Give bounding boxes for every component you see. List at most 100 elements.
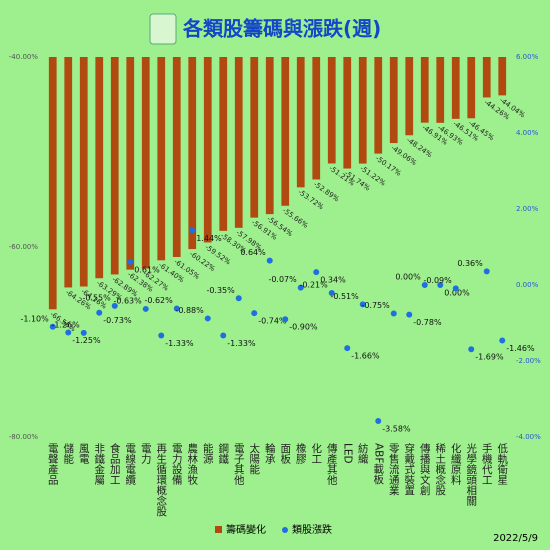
point <box>297 284 304 291</box>
x-tick-label: 再生循環概念股 <box>155 443 167 517</box>
point <box>344 345 351 352</box>
x-tick-label: 稀土概念股 <box>434 442 446 496</box>
bar <box>203 57 212 243</box>
bar <box>281 57 290 206</box>
x-tick-label: 低軌衛星 <box>496 442 508 485</box>
point-value-label: -0.78% <box>413 318 442 327</box>
y2-tick-label: -4.00% <box>516 433 541 441</box>
point <box>313 269 320 276</box>
point-value-label: 0.36% <box>457 259 483 268</box>
bar <box>141 57 150 269</box>
point-value-label: 0.61% <box>134 265 160 274</box>
point-value-label: -0.51% <box>330 292 359 301</box>
date: 2022/5/9 <box>493 533 538 544</box>
point-value-label: 1.44% <box>196 234 222 243</box>
x-tick-label: 面板 <box>279 443 291 465</box>
bar <box>436 57 445 123</box>
point-value-label: -0.09% <box>423 276 452 285</box>
bar <box>312 57 321 180</box>
x-tick-label: 傳播與文創 <box>419 442 431 496</box>
x-tick-label: 食品加工 <box>109 442 121 485</box>
point-value-label: -0.88% <box>175 306 204 315</box>
x-tick-label: 鋼鐵 <box>217 442 229 465</box>
x-tick-label: 化纖原料 <box>450 442 462 486</box>
bar <box>79 57 88 287</box>
point-value-label: -1.10% <box>20 314 49 323</box>
point-value-label: -0.73% <box>103 316 132 325</box>
point <box>111 302 118 309</box>
point-value-label: -1.25% <box>72 336 101 345</box>
logo <box>149 13 177 45</box>
x-tick-label: 化工 <box>310 442 322 464</box>
point <box>499 337 506 344</box>
point-value-label: -0.74% <box>258 317 287 326</box>
bar <box>296 57 305 188</box>
y-tick-label: -80.00% <box>9 433 39 441</box>
point <box>328 289 335 296</box>
point <box>80 329 87 336</box>
bar <box>172 57 181 257</box>
point <box>127 258 134 265</box>
x-tick-label: 傳產其他 <box>326 442 338 486</box>
point-value-label: -1.33% <box>165 339 194 348</box>
bar <box>405 57 414 136</box>
x-tick-label: 儲能 <box>62 443 74 465</box>
point-value-label: -0.55% <box>82 293 111 302</box>
x-tick-label: 手機代工 <box>481 442 493 485</box>
bar <box>482 57 491 98</box>
x-tick-label: ABF載板 <box>372 443 384 485</box>
bar <box>467 57 476 119</box>
bar <box>110 57 119 275</box>
bar <box>451 57 460 119</box>
point-value-label: 0.00% <box>395 273 421 282</box>
bar <box>343 57 352 169</box>
point <box>421 282 428 288</box>
bar <box>234 57 243 228</box>
bar <box>374 57 383 154</box>
bar <box>358 57 367 164</box>
point <box>359 301 366 308</box>
y2-tick-label: -2.00% <box>516 357 541 365</box>
bar <box>64 57 73 288</box>
bar <box>265 57 274 215</box>
point <box>142 305 149 312</box>
bar <box>389 57 398 144</box>
x-tick-label: 穿戴式裝置 <box>403 442 415 495</box>
bar <box>498 57 507 96</box>
bar <box>188 57 197 250</box>
point <box>452 285 459 292</box>
point-value-label: -1.26% <box>51 320 80 329</box>
y2-tick-label: 4.00% <box>516 129 539 137</box>
bar <box>250 57 259 218</box>
x-tick-label: 非鐵金屬 <box>93 443 105 486</box>
y2-tick-label: 2.00% <box>516 205 539 213</box>
bar <box>420 57 429 123</box>
point <box>266 257 273 264</box>
point-value-label: -1.33% <box>227 339 256 348</box>
point-value-label: -0.75% <box>361 301 390 310</box>
y-tick-label: -60.00% <box>9 243 39 251</box>
point <box>483 268 490 275</box>
point-value-label: -1.69% <box>475 353 504 362</box>
point <box>189 227 196 234</box>
point-value-label: -0.62% <box>144 296 173 305</box>
x-tick-label: 橡膠 <box>295 442 307 465</box>
point <box>96 309 103 316</box>
point-value-label: 0.34% <box>320 276 346 285</box>
point <box>173 305 180 312</box>
bar <box>219 57 228 231</box>
bar <box>48 57 57 310</box>
point <box>235 295 242 302</box>
x-tick-label: 農林漁牧 <box>186 442 198 486</box>
bar <box>327 57 336 164</box>
point-value-label: -0.21% <box>299 280 328 289</box>
x-tick-label: 電力 <box>140 443 152 465</box>
x-tick-label: LED <box>341 443 353 464</box>
point <box>204 315 211 322</box>
x-tick-label: 風電 <box>78 443 90 464</box>
point <box>375 418 382 425</box>
x-tick-label: 太陽能 <box>248 442 260 475</box>
point-value-label: -0.90% <box>289 323 318 332</box>
point <box>220 332 227 339</box>
